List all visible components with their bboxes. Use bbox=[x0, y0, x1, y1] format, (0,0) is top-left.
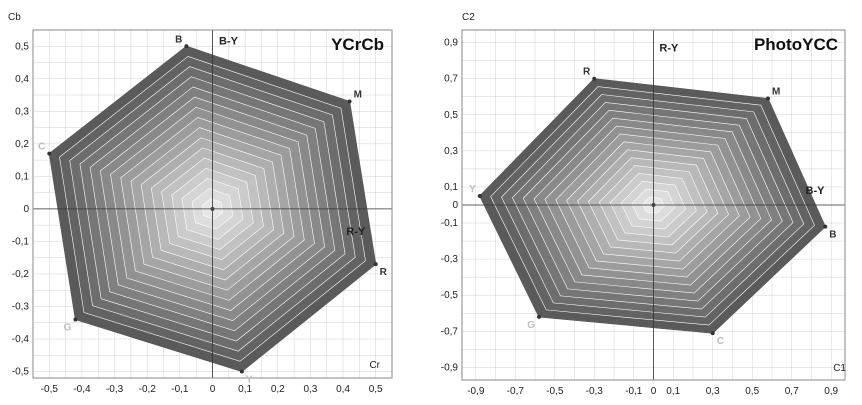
primary-point bbox=[766, 96, 771, 101]
origin-point bbox=[210, 206, 215, 211]
x-tick-label: -0,4 bbox=[73, 384, 91, 395]
primary-point bbox=[73, 317, 78, 322]
plot-frame bbox=[461, 29, 846, 381]
primary-point bbox=[536, 314, 541, 319]
primary-point bbox=[823, 224, 828, 229]
primary-point bbox=[592, 76, 597, 81]
y-tick-label: 0,1 bbox=[444, 182, 458, 193]
plot-frame bbox=[32, 29, 393, 379]
x-tick-label: 0,3 bbox=[706, 386, 720, 397]
primary-point bbox=[47, 151, 52, 156]
y-tick-label: 0,3 bbox=[15, 106, 29, 117]
x-tick-label: 0 bbox=[210, 384, 216, 395]
chart-title: PhotoYCC bbox=[754, 35, 838, 54]
x-tick-label: 0,5 bbox=[745, 386, 759, 397]
photoycc-plot: -0,9 -0,7 -0,5 -0,3 -0,1 0 0,1 0,3 0,5 0,7 0,9 0,9 0… bbox=[441, 12, 847, 397]
chart-title: YCrCb bbox=[331, 35, 384, 54]
x-axis-label: C1 bbox=[833, 363, 846, 374]
y-tick-label: -0,4 bbox=[12, 334, 30, 345]
x-tick-label: -0,7 bbox=[507, 386, 525, 397]
x-tick-label: 0,1 bbox=[238, 384, 252, 395]
axis-direction-label: B-Y bbox=[219, 36, 239, 48]
y-tick-label: 0,4 bbox=[15, 74, 29, 85]
x-tick-label: 0,4 bbox=[336, 384, 350, 395]
y-tick-label: 0 bbox=[23, 204, 29, 215]
x-tick-label: 0,2 bbox=[271, 384, 285, 395]
y-tick-label: -0,3 bbox=[12, 301, 30, 312]
x-tick-label: -0,9 bbox=[467, 386, 485, 397]
primary-point bbox=[184, 44, 189, 49]
y-tick-label: -0,7 bbox=[441, 326, 459, 337]
x-tick-label: -0,5 bbox=[546, 386, 564, 397]
axis-direction-label: B-Y bbox=[806, 185, 826, 197]
ycrcb-plot: -0,5 -0,4 -0,3 -0,2 -0,1 0 0,1 0,2 0,3 0,4 0,5 0,5 0… bbox=[8, 12, 393, 395]
x-tick-label: 0,3 bbox=[303, 384, 317, 395]
gamut-shading bbox=[49, 46, 376, 372]
x-tick-label: 0,1 bbox=[666, 386, 680, 397]
origin-point bbox=[651, 203, 656, 207]
primary-label-r: R bbox=[380, 267, 388, 278]
primary-label-c: C bbox=[38, 142, 45, 153]
primary-point bbox=[239, 369, 244, 374]
y-tick-label: -0,2 bbox=[12, 269, 30, 280]
x-tick-label: -0,3 bbox=[586, 386, 604, 397]
primary-point bbox=[710, 331, 715, 336]
y-tick-label: -0,9 bbox=[441, 362, 459, 373]
y-tick-label: -0,5 bbox=[12, 366, 30, 377]
primary-point bbox=[347, 99, 352, 104]
x-tick-label: -0,1 bbox=[171, 384, 189, 395]
x-tick-label: -0,5 bbox=[41, 384, 59, 395]
y-tick-label: 0,5 bbox=[15, 41, 29, 52]
axis-direction-label: R-Y bbox=[659, 43, 679, 55]
primary-label-g: G bbox=[64, 322, 72, 333]
primary-label-b: B bbox=[829, 230, 836, 241]
y-tick-label: 0,3 bbox=[444, 146, 458, 157]
y-tick-label: 0,7 bbox=[444, 74, 458, 85]
y-tick-label: -0,1 bbox=[12, 236, 30, 247]
primary-label-m: M bbox=[772, 87, 780, 98]
x-tick-label: 0,9 bbox=[824, 386, 838, 397]
y-tick-label: 0,9 bbox=[444, 38, 458, 49]
x-axis-label: Cr bbox=[369, 360, 380, 371]
y-tick-label: 0 bbox=[452, 200, 458, 211]
x-tick-label: 0,5 bbox=[369, 384, 383, 395]
primary-label-y: Y bbox=[469, 184, 476, 195]
axis-direction-label: R-Y bbox=[346, 226, 366, 238]
primary-point bbox=[477, 193, 482, 198]
primary-label-r: R bbox=[583, 67, 591, 78]
x-tick-label: -0,2 bbox=[139, 384, 157, 395]
primary-label-m: M bbox=[354, 90, 362, 101]
x-tick-label: 0,7 bbox=[785, 386, 799, 397]
y-tick-label: -0,1 bbox=[441, 218, 459, 229]
primary-label-b: B bbox=[175, 34, 182, 45]
y-tick-label: 0,5 bbox=[444, 110, 458, 121]
y-tick-label: -0,5 bbox=[441, 290, 459, 301]
primary-point bbox=[373, 262, 378, 267]
primary-label-c: C bbox=[717, 336, 724, 347]
y-tick-label: 0,1 bbox=[15, 171, 29, 182]
primary-label-y: Y bbox=[246, 374, 253, 385]
primary-label-g: G bbox=[527, 320, 535, 331]
y-tick-label: 0,2 bbox=[15, 139, 29, 150]
x-tick-label: -0,1 bbox=[625, 386, 643, 397]
y-axis-label: Cb bbox=[8, 12, 21, 23]
y-tick-label: -0,3 bbox=[441, 254, 459, 265]
x-tick-label: 0 bbox=[651, 386, 657, 397]
x-tick-label: -0,3 bbox=[106, 384, 124, 395]
y-axis-label: C2 bbox=[462, 12, 475, 23]
